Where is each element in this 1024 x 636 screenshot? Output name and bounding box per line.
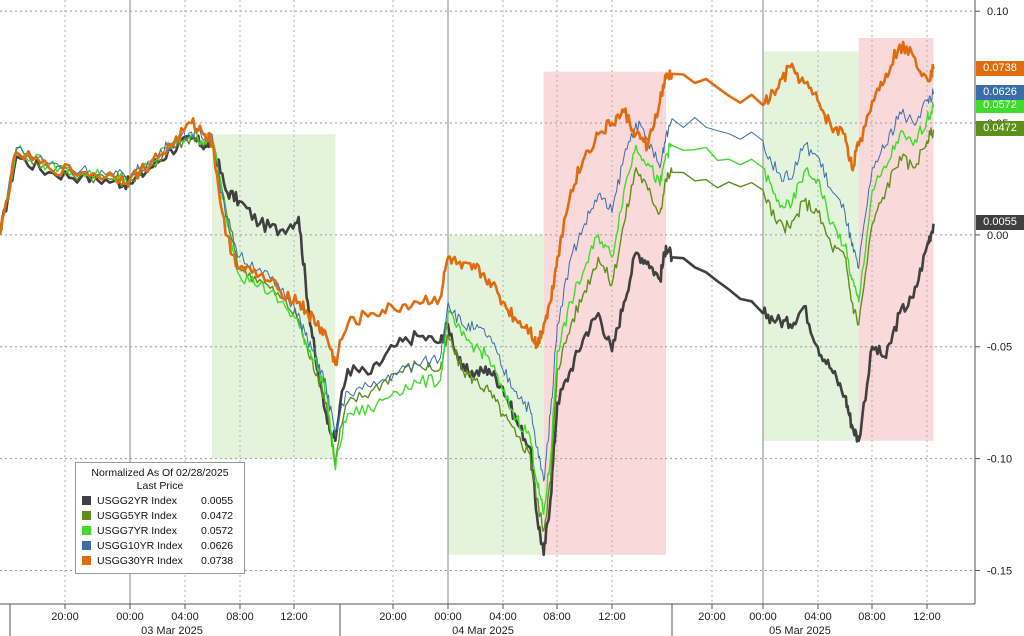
x-tick-label: 08:00 [543,611,571,623]
x-tick-label: 04:00 [489,611,517,623]
x-tick-label: 04:00 [171,611,199,623]
legend-last-value: 0.0055 [201,494,234,507]
y-tick-label: -0.15 [987,565,1012,577]
last-value-badge: 0.0572 [976,98,1024,113]
legend: Normalized As Of 02/28/2025 Last Price U… [75,462,245,574]
x-tick-label: 08:00 [858,611,886,623]
x-axis-ticks: 20:00 00:00 04:00 08:00 12:00 20:00 00:00 04:00… [9,604,941,636]
legend-item: USGG2YR Index 0.0055 [82,493,238,508]
legend-item: USGG7YR Index 0.0572 [82,523,238,538]
series-line-usgg30yr-index [0,40,935,367]
legend-swatch [82,496,91,505]
legend-swatch [82,511,91,520]
series-line-usgg10yr-index [0,88,934,482]
series-lines [0,40,935,557]
legend-title: Normalized As Of 02/28/2025 [91,467,229,479]
legend-item: USGG10YR Index 0.0626 [82,538,238,553]
shaded-regions [212,38,934,555]
x-tick-label: 12:00 [913,611,941,623]
x-tick-label: 00:00 [116,611,144,623]
legend-last-value: 0.0572 [201,524,234,537]
x-tick-label: 20:00 [51,611,79,623]
legend-last-value: 0.0626 [201,539,234,552]
x-tick-label: 08:00 [226,611,254,623]
legend-series-name: USGG7YR Index [97,524,177,537]
legend-series-name: USGG5YR Index [97,509,177,522]
x-date-label: 03 Mar 2025 [141,625,203,636]
x-tick-label: 12:00 [598,611,626,623]
x-tick-label: 00:00 [749,611,777,623]
last-value-badge: 0.0738 [976,61,1024,76]
legend-series-name: USGG2YR Index [97,494,177,507]
x-tick-label: 00:00 [434,611,462,623]
y-tick-label: 0.10 [987,6,1008,18]
last-value-badge: 0.0055 [976,215,1024,230]
legend-swatch [82,556,91,565]
shaded-region-red [543,71,666,555]
last-value-badge: 0.0472 [976,121,1024,136]
legend-item: USGG30YR Index 0.0738 [82,553,238,568]
legend-series-name: USGG10YR Index [97,539,183,552]
shaded-region-green [212,134,336,459]
x-tick-label: 20:00 [379,611,407,623]
legend-last-value: 0.0738 [201,554,234,567]
legend-swatch [82,526,91,535]
legend-series-name: USGG30YR Index [97,554,183,567]
shaded-region-green [448,234,544,555]
last-value-badge: 0.0626 [976,85,1024,100]
legend-item: USGG5YR Index 0.0472 [82,508,238,523]
x-tick-label: 20:00 [698,611,726,623]
x-tick-label: 04:00 [804,611,832,623]
y-tick-label: -0.05 [987,342,1012,354]
legend-last-value: 0.0472 [201,509,234,522]
x-tick-label: 12:00 [280,611,308,623]
y-tick-label: 0.00 [987,230,1008,242]
x-date-label: 05 Mar 2025 [769,625,831,636]
y-tick-label: -0.10 [987,454,1012,466]
x-date-label: 04 Mar 2025 [452,625,514,636]
legend-subtitle: Last Price [136,480,184,492]
legend-swatch [82,541,91,550]
